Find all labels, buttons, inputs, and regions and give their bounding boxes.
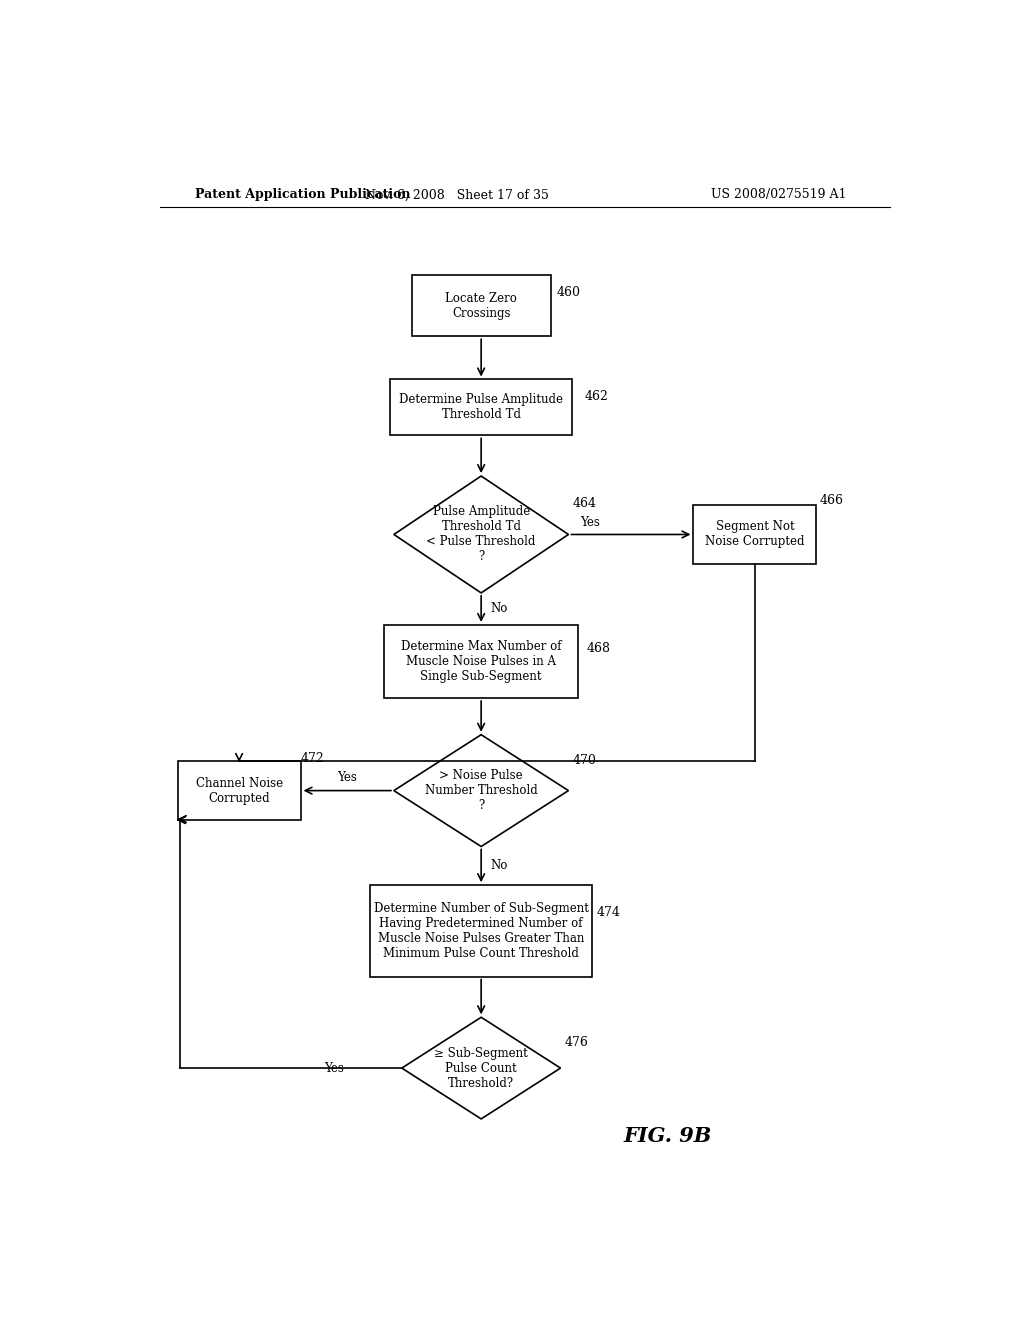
Text: Locate Zero
Crossings: Locate Zero Crossings xyxy=(445,292,517,319)
Text: Pulse Amplitude
Threshold Td
< Pulse Threshold
?: Pulse Amplitude Threshold Td < Pulse Thr… xyxy=(426,506,536,564)
Text: 466: 466 xyxy=(820,495,844,507)
FancyBboxPatch shape xyxy=(370,886,592,977)
Text: No: No xyxy=(490,859,508,873)
Text: 470: 470 xyxy=(572,754,596,767)
Text: Channel Noise
Corrupted: Channel Noise Corrupted xyxy=(196,776,283,805)
Text: > Noise Pulse
Number Threshold
?: > Noise Pulse Number Threshold ? xyxy=(425,770,538,812)
Text: Determine Pulse Amplitude
Threshold Td: Determine Pulse Amplitude Threshold Td xyxy=(399,393,563,421)
Polygon shape xyxy=(394,477,568,593)
FancyBboxPatch shape xyxy=(384,624,579,698)
Text: 464: 464 xyxy=(572,498,596,511)
FancyBboxPatch shape xyxy=(693,506,816,564)
Text: Determine Number of Sub-Segment
Having Predetermined Number of
Muscle Noise Puls: Determine Number of Sub-Segment Having P… xyxy=(374,902,589,960)
Text: 462: 462 xyxy=(585,389,608,403)
Text: Yes: Yes xyxy=(581,516,600,529)
Text: ≥ Sub-Segment
Pulse Count
Threshold?: ≥ Sub-Segment Pulse Count Threshold? xyxy=(434,1047,528,1089)
Text: 474: 474 xyxy=(596,906,621,919)
Text: Yes: Yes xyxy=(337,771,357,784)
FancyBboxPatch shape xyxy=(412,276,551,337)
FancyBboxPatch shape xyxy=(177,762,301,820)
Text: 468: 468 xyxy=(587,642,610,655)
Text: US 2008/0275519 A1: US 2008/0275519 A1 xyxy=(711,189,847,202)
Text: 476: 476 xyxy=(564,1036,589,1049)
Text: 460: 460 xyxy=(557,286,581,300)
Text: Yes: Yes xyxy=(325,1061,344,1074)
Text: Determine Max Number of
Muscle Noise Pulses in A
Single Sub-Segment: Determine Max Number of Muscle Noise Pul… xyxy=(401,640,561,682)
Text: Segment Not
Noise Corrupted: Segment Not Noise Corrupted xyxy=(706,520,805,549)
Text: Patent Application Publication: Patent Application Publication xyxy=(196,189,411,202)
Text: Nov. 6, 2008   Sheet 17 of 35: Nov. 6, 2008 Sheet 17 of 35 xyxy=(366,189,549,202)
Polygon shape xyxy=(394,735,568,846)
Text: No: No xyxy=(490,602,508,615)
Text: FIG. 9B: FIG. 9B xyxy=(624,1126,712,1146)
FancyBboxPatch shape xyxy=(390,379,572,436)
Polygon shape xyxy=(401,1018,560,1119)
Text: 472: 472 xyxy=(301,751,325,764)
